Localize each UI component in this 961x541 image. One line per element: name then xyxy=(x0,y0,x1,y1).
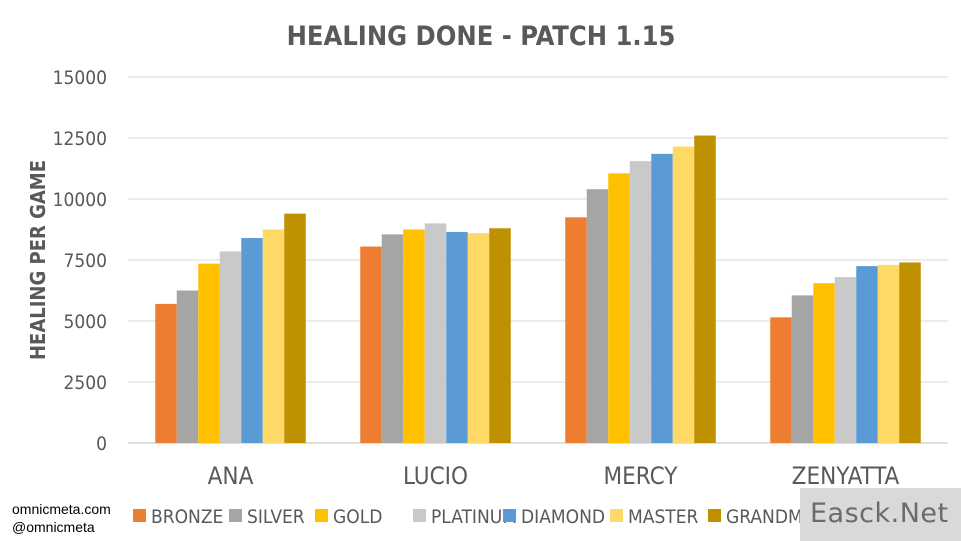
bar-ana-master xyxy=(262,229,285,443)
legend: BRONZE SILVER GOLD PLATINUM DIAMOND MASTER GRA… xyxy=(133,506,859,528)
legend-label-platinum: PLATINUM xyxy=(431,506,517,528)
bar-zenyatta-bronze xyxy=(770,317,792,443)
y-tick-label: 12500 xyxy=(53,128,107,150)
legend-label-diamond: DIAMOND xyxy=(521,506,605,528)
y-tick-label: 7500 xyxy=(64,250,108,272)
bar-mercy-master xyxy=(672,146,695,444)
legend-label-bronze: BRONZE xyxy=(151,506,223,528)
bar-mercy-silver xyxy=(586,189,609,443)
bar-ana-bronze xyxy=(155,303,177,443)
watermark-text: Easck.Net xyxy=(810,498,949,529)
y-tick-label: 2500 xyxy=(64,372,108,394)
chart-title: HEALING DONE - PATCH 1.15 xyxy=(287,21,676,52)
bar-zenyatta-master xyxy=(877,264,900,443)
legend-swatch-platinum xyxy=(413,509,426,522)
bar-lucio-master xyxy=(467,233,490,443)
credit-handle: @omnicmeta xyxy=(12,519,95,535)
credit-website: omnicmeta.com xyxy=(12,501,111,517)
legend-swatch-master xyxy=(610,509,623,522)
x-category-labels: ANA LUCIO MERCY ZENYATTA xyxy=(208,462,900,490)
legend-swatch-silver xyxy=(229,509,242,522)
x-category-label: ZENYATTA xyxy=(792,462,900,490)
legend-label-silver: SILVER xyxy=(247,506,305,528)
watermark: Easck.Net xyxy=(800,488,961,541)
y-axis-label: HEALING PER GAME xyxy=(26,160,50,360)
bars xyxy=(155,135,921,444)
legend-swatch-gold xyxy=(315,509,328,522)
bar-ana-grandmaster xyxy=(284,213,306,443)
bar-zenyatta-silver xyxy=(791,295,814,443)
y-tick-label: 5000 xyxy=(64,311,108,333)
bar-mercy-gold xyxy=(608,173,630,443)
bar-mercy-diamond xyxy=(651,153,673,444)
bar-ana-silver xyxy=(176,290,199,443)
legend-swatch-grandmaster xyxy=(708,509,721,522)
x-category-label: MERCY xyxy=(604,462,679,490)
bar-ana-platinum xyxy=(219,251,242,443)
x-category-label: LUCIO xyxy=(403,462,468,490)
bar-lucio-gold xyxy=(403,229,425,443)
legend-label-master: MASTER xyxy=(628,506,699,528)
bar-mercy-grandmaster xyxy=(694,135,716,443)
y-tick-labels: 0 2500 5000 7500 10000 12500 15000 xyxy=(53,67,107,455)
bar-ana-gold xyxy=(198,263,220,443)
legend-label-gold: GOLD xyxy=(333,506,382,528)
y-tick-label: 10000 xyxy=(53,189,107,211)
bar-lucio-grandmaster xyxy=(489,228,511,443)
bar-zenyatta-gold xyxy=(813,283,835,443)
bar-zenyatta-diamond xyxy=(856,266,878,443)
bar-mercy-bronze xyxy=(565,217,587,443)
bar-ana-diamond xyxy=(241,238,263,443)
bar-lucio-bronze xyxy=(360,246,382,443)
x-category-label: ANA xyxy=(208,462,254,490)
bar-lucio-platinum xyxy=(424,223,447,443)
bar-zenyatta-grandmaster xyxy=(899,262,921,443)
y-tick-label: 0 xyxy=(96,433,107,455)
bar-lucio-silver xyxy=(381,234,404,443)
bar-mercy-platinum xyxy=(629,161,652,443)
legend-swatch-diamond xyxy=(503,509,516,522)
legend-swatch-bronze xyxy=(133,509,146,522)
y-tick-label: 15000 xyxy=(53,67,107,89)
bar-lucio-diamond xyxy=(446,231,468,443)
bar-zenyatta-platinum xyxy=(834,277,857,443)
